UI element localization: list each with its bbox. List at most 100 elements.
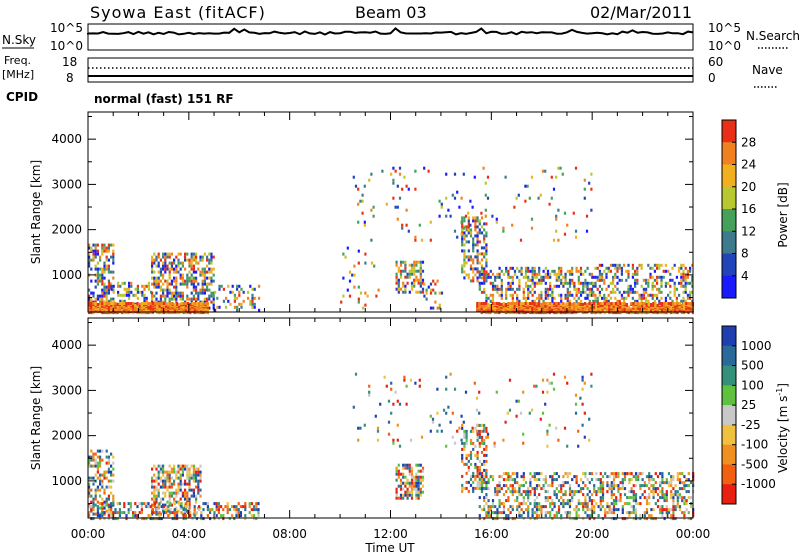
velocity-cell: [92, 476, 95, 480]
velocity-cell: [476, 465, 479, 469]
power-cell: [103, 302, 106, 305]
velocity-cell: [88, 482, 91, 486]
velocity-cell: [474, 474, 477, 478]
velocity-cell: [217, 502, 220, 506]
velocity-cell: [626, 511, 629, 515]
velocity-cell: [168, 482, 171, 486]
velocity-cell: [158, 514, 161, 518]
power-cell: [461, 249, 464, 253]
velocity-cell: [399, 478, 403, 482]
power-cell: [216, 305, 219, 309]
power-cell: [366, 294, 369, 298]
velocity-cell: [560, 490, 563, 494]
power-cell: [673, 293, 676, 297]
power-cell: [423, 294, 426, 298]
velocity-cell: [151, 491, 154, 495]
power-cell: [208, 258, 211, 262]
power-cell: [188, 270, 191, 274]
power-cell: [149, 311, 152, 315]
power-cell: [540, 275, 543, 279]
power-colorbar-tick-label: 4: [741, 269, 749, 283]
velocity-cell: [533, 517, 536, 521]
velocity-cell: [442, 408, 446, 412]
velocity-cell: [153, 494, 156, 498]
power-cell: [524, 275, 528, 279]
velocity-cell: [529, 517, 532, 521]
power-cell: [531, 278, 534, 282]
power-cell: [173, 285, 176, 289]
velocity-cell: [528, 411, 531, 415]
power-cell: [155, 297, 158, 301]
power-cell: [463, 276, 466, 280]
freq-unit: [MHz]: [2, 68, 34, 81]
velocity-cell: [628, 481, 631, 485]
power-cell: [229, 290, 232, 294]
power-cell: [485, 302, 488, 305]
power-cell: [496, 290, 499, 294]
power-cell: [92, 304, 95, 308]
power-cell: [94, 279, 97, 283]
power-cell: [90, 302, 93, 305]
power-cell: [155, 258, 158, 262]
velocity-cell: [515, 399, 518, 403]
velocity-cell: [480, 484, 484, 488]
power-cell: [129, 302, 132, 305]
power-cell: [566, 281, 569, 285]
velocity-cell: [610, 493, 613, 497]
velocity-cell: [590, 493, 594, 497]
power-cell: [562, 284, 565, 288]
velocity-cell: [419, 475, 422, 479]
power-cell: [212, 291, 215, 295]
power-cell: [631, 272, 634, 276]
power-cell: [214, 290, 217, 294]
velocity-cell: [357, 426, 360, 430]
power-cell: [485, 231, 488, 235]
velocity-cell: [463, 441, 466, 445]
power-cell: [420, 238, 424, 242]
velocity-cell: [129, 508, 132, 512]
velocity-cell: [659, 490, 662, 494]
velocity-cell: [94, 488, 97, 492]
power-cell: [552, 187, 556, 191]
power-cell: [511, 278, 514, 282]
velocity-cell: [153, 485, 156, 489]
nsky-strip: N.Sky 10^5 10^0 10^5 10^0 N.Search: [2, 21, 800, 53]
power-cell: [94, 252, 97, 256]
power-cell: [627, 290, 630, 294]
power-cell: [636, 302, 639, 305]
power-cell: [682, 284, 685, 288]
power-cell: [101, 288, 104, 292]
velocity-cell: [177, 488, 180, 492]
velocity-cell: [157, 476, 160, 480]
velocity-cell: [581, 402, 584, 406]
power-cell: [179, 273, 182, 277]
velocity-cell: [114, 508, 117, 512]
power-cell: [408, 263, 411, 267]
power-cell: [419, 260, 422, 264]
velocity-cell: [623, 472, 627, 476]
power-cell: [675, 275, 678, 279]
velocity-cell: [606, 484, 609, 488]
power-cell: [599, 308, 602, 312]
power-cell: [397, 278, 400, 282]
velocity-cell: [665, 514, 668, 518]
velocity-cell: [612, 475, 616, 479]
velocity-cell: [177, 467, 180, 471]
velocity-cell: [485, 502, 488, 506]
velocity-cell: [415, 484, 418, 488]
power-x-ticks: [87, 112, 694, 312]
power-cell: [595, 306, 598, 310]
velocity-cell: [253, 517, 256, 521]
velocity-cell: [489, 475, 492, 479]
power-cell: [531, 269, 534, 273]
power-cell: [684, 284, 687, 288]
power-cell: [173, 294, 176, 298]
power-cell: [465, 228, 468, 232]
velocity-cell: [445, 387, 448, 391]
power-cell: [203, 273, 206, 277]
power-cell: [590, 172, 593, 176]
power-cell: [202, 306, 205, 310]
velocity-cell: [483, 441, 486, 445]
power-cell: [140, 302, 143, 305]
power-cell: [571, 278, 574, 282]
